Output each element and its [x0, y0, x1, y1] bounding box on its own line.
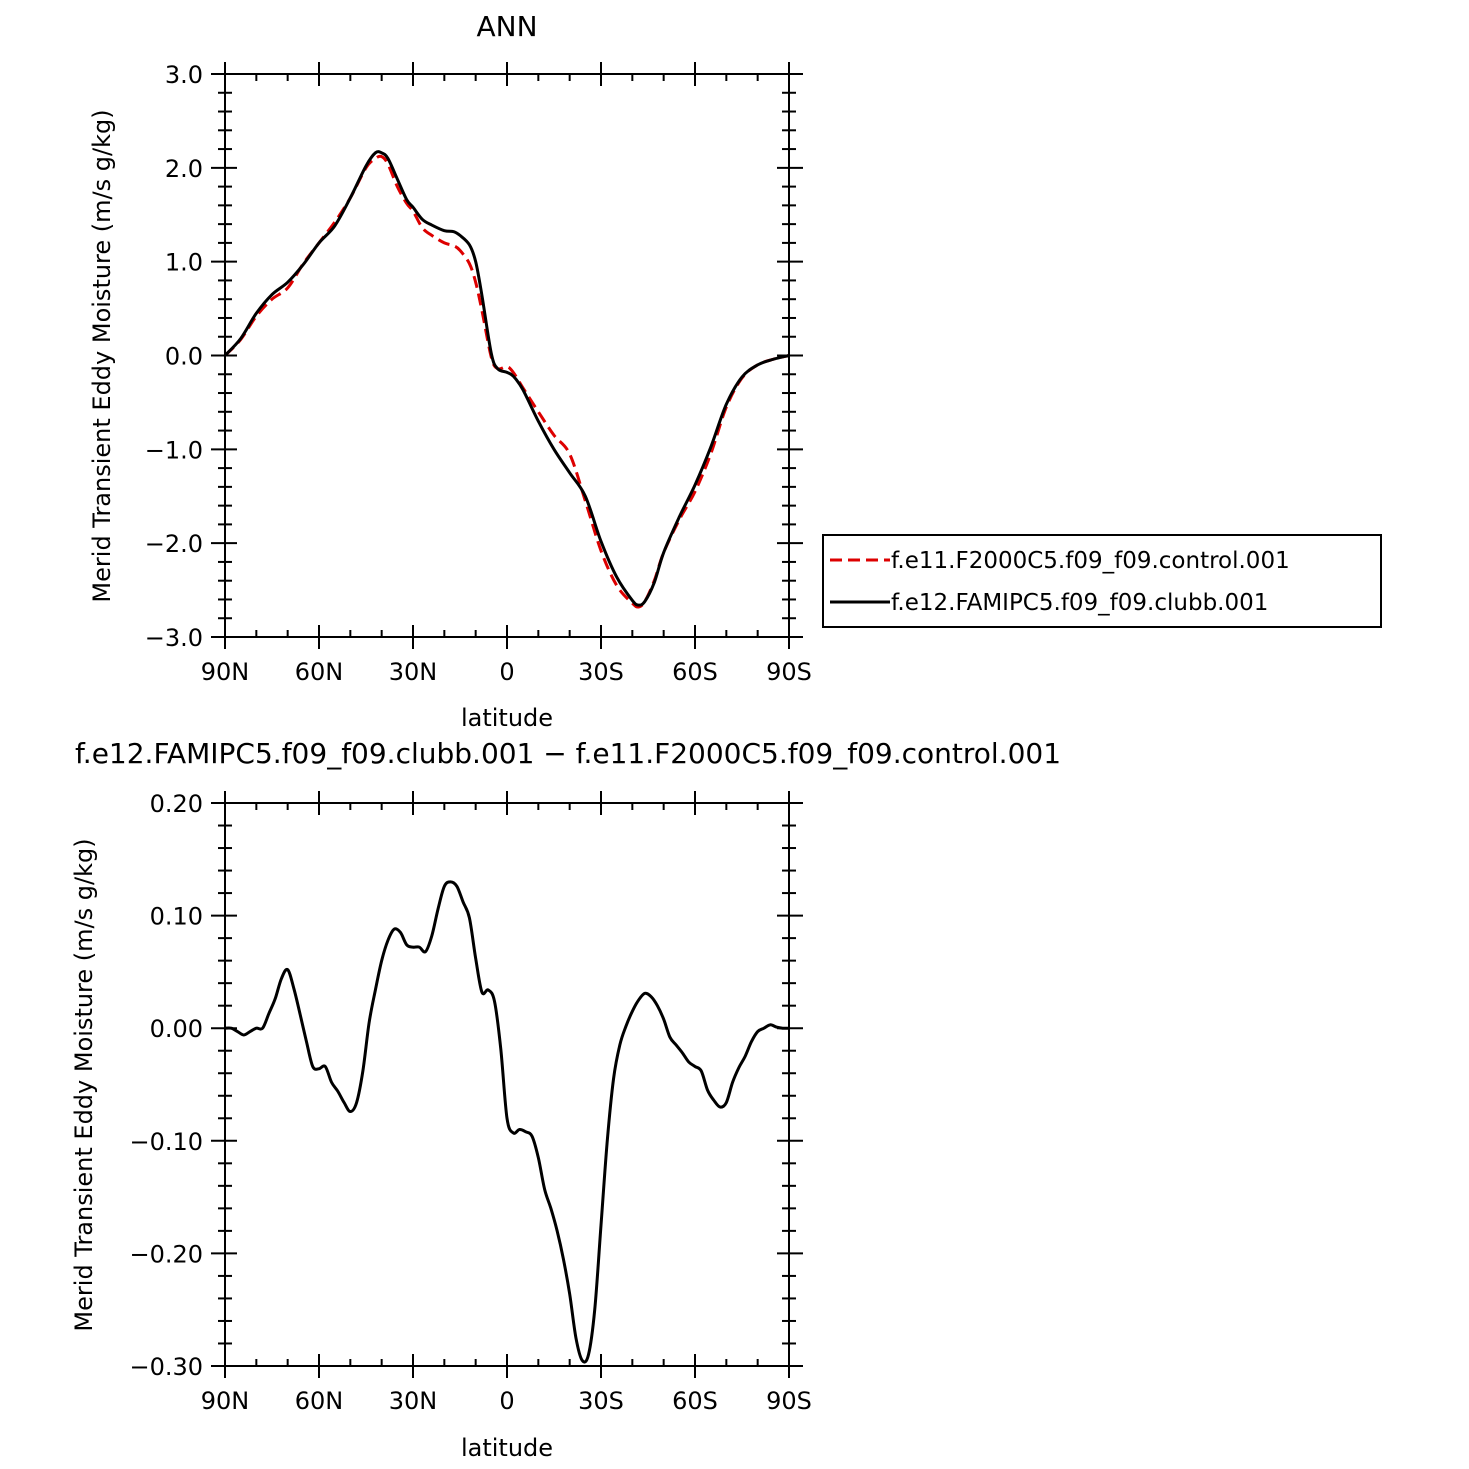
- x-tick-label: 60S: [672, 1387, 718, 1415]
- bottom-panel: f.e12.FAMIPC5.f09_f09.clubb.001 − f.e11.…: [70, 737, 1061, 1462]
- x-tick-label: 90N: [201, 658, 250, 686]
- x-tick-label: 0: [499, 658, 514, 686]
- x-tick-label: 60N: [295, 658, 344, 686]
- x-tick-label: 60N: [295, 1387, 344, 1415]
- y-tick-label: −0.20: [129, 1240, 203, 1268]
- top-chart-title: ANN: [476, 10, 537, 43]
- x-tick-label: 60S: [672, 658, 718, 686]
- x-tick-label: 90S: [766, 658, 812, 686]
- y-tick-label: −3.0: [145, 624, 203, 652]
- series-line-control: [223, 154, 790, 609]
- y-tick-label: −0.10: [129, 1128, 203, 1156]
- legend-label-control: f.e11.F2000C5.f09_f09.control.001: [891, 548, 1290, 574]
- plot-frame: [224, 73, 790, 638]
- legend: f.e11.F2000C5.f09_f09.control.001 f.e12.…: [822, 534, 1382, 628]
- y-tick-label: −1.0: [145, 436, 203, 464]
- x-tick-label: 30N: [389, 1387, 438, 1415]
- y-tick-label: −0.30: [129, 1353, 203, 1381]
- top-panel: ANN 90N 60N 30N 0 30S 60S 90S 3.0 2.0 1.0 0.0 −1.0 −…: [88, 10, 1382, 732]
- x-tick-label: 0: [499, 1387, 514, 1415]
- legend-label-clubb: f.e12.FAMIPC5.f09_f09.clubb.001: [891, 590, 1268, 616]
- bottom-y-axis-label: Merid Transient Eddy Moisture (m/s g/kg): [70, 838, 98, 1331]
- top-x-axis-label: latitude: [461, 704, 553, 732]
- x-tick-label: 90N: [201, 1387, 250, 1415]
- y-tick-label: 1.0: [165, 249, 203, 277]
- y-tick-label: 0.20: [150, 790, 203, 818]
- x-tick-label: 30S: [578, 1387, 624, 1415]
- y-tick-label: 0.0: [165, 343, 203, 371]
- bottom-x-axis-label: latitude: [461, 1434, 553, 1462]
- x-tick-label: 30N: [389, 658, 438, 686]
- x-tick-label: 90S: [766, 1387, 812, 1415]
- y-tick-label: 0.00: [150, 1015, 203, 1043]
- series-line-difference: [224, 880, 790, 1364]
- x-tick-label: 30S: [578, 658, 624, 686]
- y-tick-label: 3.0: [165, 61, 203, 89]
- top-y-axis-label: Merid Transient Eddy Moisture (m/s g/kg): [88, 109, 116, 602]
- bottom-chart-title: f.e12.FAMIPC5.f09_f09.clubb.001 − f.e11.…: [75, 737, 1061, 770]
- y-tick-label: −2.0: [145, 530, 203, 558]
- y-tick-label: 0.10: [150, 903, 203, 931]
- series-line-clubb: [223, 150, 790, 607]
- y-tick-label: 2.0: [165, 155, 203, 183]
- legend-box: [822, 534, 1382, 628]
